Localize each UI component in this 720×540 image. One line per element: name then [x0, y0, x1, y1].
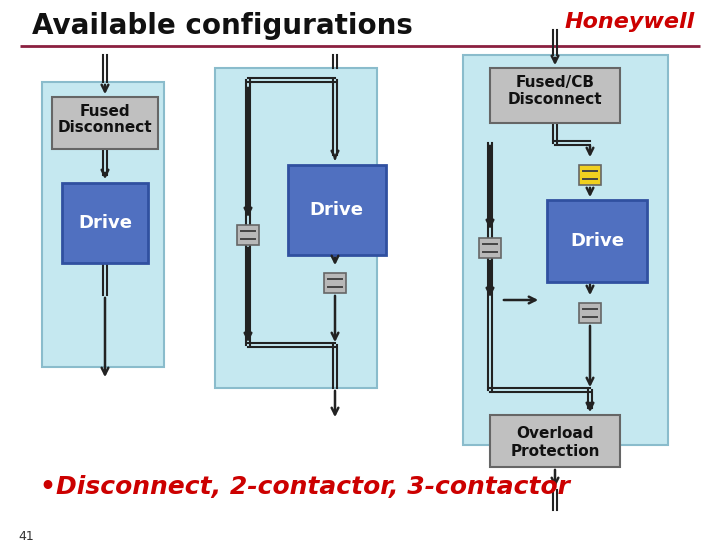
- Text: Disconnect: Disconnect: [508, 92, 603, 107]
- Text: 41: 41: [18, 530, 34, 540]
- Text: Available configurations: Available configurations: [32, 12, 413, 40]
- Bar: [547, 200, 647, 282]
- Bar: [490, 415, 620, 467]
- Text: Protection: Protection: [510, 443, 600, 458]
- Text: Drive: Drive: [309, 201, 363, 219]
- Bar: [490, 68, 620, 123]
- Text: Disconnect: Disconnect: [58, 119, 153, 134]
- Text: Overload: Overload: [516, 426, 594, 441]
- Bar: [324, 273, 346, 293]
- Text: Drive: Drive: [78, 214, 132, 232]
- Text: Honeywell: Honeywell: [564, 12, 695, 32]
- Bar: [288, 165, 386, 255]
- Bar: [479, 238, 501, 258]
- Bar: [215, 68, 377, 388]
- Bar: [42, 82, 164, 367]
- Bar: [52, 97, 158, 149]
- Bar: [463, 55, 668, 445]
- Text: Fused/CB: Fused/CB: [516, 76, 595, 91]
- Bar: [579, 165, 601, 185]
- Text: Drive: Drive: [570, 232, 624, 250]
- Bar: [237, 225, 259, 245]
- Text: •Disconnect, 2-contactor, 3-contactor: •Disconnect, 2-contactor, 3-contactor: [40, 475, 570, 499]
- Text: Fused: Fused: [80, 104, 130, 118]
- Bar: [62, 183, 148, 263]
- Bar: [579, 303, 601, 323]
